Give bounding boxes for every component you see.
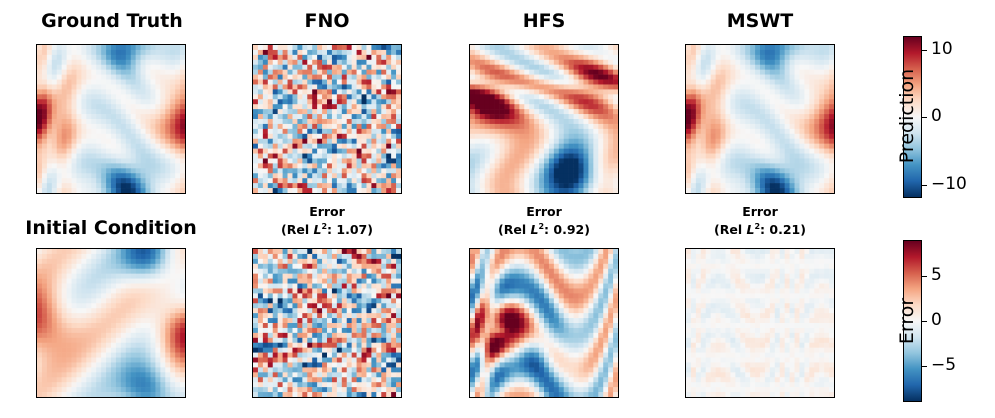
error-title-fno-l: L (313, 222, 322, 238)
error-title-hfs-line2: (Rel L2: 0.92) (459, 219, 629, 237)
title-mswt: MSWT (726, 10, 794, 32)
error-title-mswt-suffix: : 0.21) (760, 222, 806, 238)
error-title-mswt-line1: Error (742, 204, 778, 219)
colorbar-error-label: Error (896, 297, 918, 345)
heatmap-hfs-error (469, 248, 619, 398)
colorbar-tick (922, 50, 927, 51)
error-title-hfs: Error (Rel L2: 0.92) (459, 204, 629, 237)
colorbar-prediction (903, 36, 922, 198)
colorbar-tick-label: −5 (931, 355, 957, 375)
error-title-hfs-suffix: : 0.92) (544, 222, 590, 238)
colorbar-tick (922, 366, 927, 367)
heatmap-ground-truth (36, 44, 186, 194)
error-title-mswt-line2: (Rel L2: 0.21) (675, 219, 845, 237)
field-hfs-error (470, 249, 618, 397)
error-title-hfs-line1: Error (526, 204, 562, 219)
colorbar-tick-label: 0 (931, 310, 942, 330)
colorbar-error (903, 240, 922, 402)
error-title-hfs-sup: 2 (538, 222, 545, 231)
field-ground-truth (37, 45, 185, 193)
colorbar-tick-label: 10 (931, 39, 953, 59)
heatmap-mswt-prediction (685, 44, 835, 194)
title-hfs: HFS (522, 10, 566, 32)
error-title-mswt: Error (Rel L2: 0.21) (675, 204, 845, 237)
title-ground-truth: Ground Truth (41, 10, 183, 32)
heatmap-hfs-prediction (469, 44, 619, 194)
field-fno-error (253, 249, 401, 397)
error-title-fno-line1: Error (309, 204, 345, 219)
error-title-hfs-prefix: (Rel (498, 222, 531, 238)
field-mswt-error (686, 249, 834, 397)
field-fno-prediction (253, 45, 401, 193)
field-initial-condition (37, 249, 185, 397)
error-title-fno-sup: 2 (321, 222, 328, 231)
error-title-mswt-l: L (746, 222, 755, 238)
heatmap-mswt-error (685, 248, 835, 398)
title-fno: FNO (304, 10, 350, 32)
error-title-mswt-sup: 2 (754, 222, 761, 231)
error-title-fno-prefix: (Rel (281, 222, 314, 238)
error-title-mswt-prefix: (Rel (714, 222, 747, 238)
colorbar-tick (922, 321, 927, 322)
colorbar-tick-label: −10 (931, 174, 967, 194)
colorbar-tick (922, 117, 927, 118)
error-title-fno-suffix: : 1.07) (327, 222, 373, 238)
colorbar-tick-label: 5 (931, 265, 942, 285)
field-mswt-prediction (686, 45, 834, 193)
heatmap-fno-prediction (252, 44, 402, 194)
error-title-fno-line2: (Rel L2: 1.07) (242, 219, 412, 237)
colorbar-prediction-label: Prediction (896, 68, 918, 164)
heatmap-initial-condition (36, 248, 186, 398)
error-title-hfs-l: L (530, 222, 539, 238)
colorbar-tick-label: 0 (931, 106, 942, 126)
heatmap-fno-error (252, 248, 402, 398)
error-title-fno: Error (Rel L2: 1.07) (242, 204, 412, 237)
colorbar-tick (922, 185, 927, 186)
field-hfs-prediction (470, 45, 618, 193)
colorbar-tick (922, 276, 927, 277)
title-initial-condition: Initial Condition (25, 217, 197, 239)
